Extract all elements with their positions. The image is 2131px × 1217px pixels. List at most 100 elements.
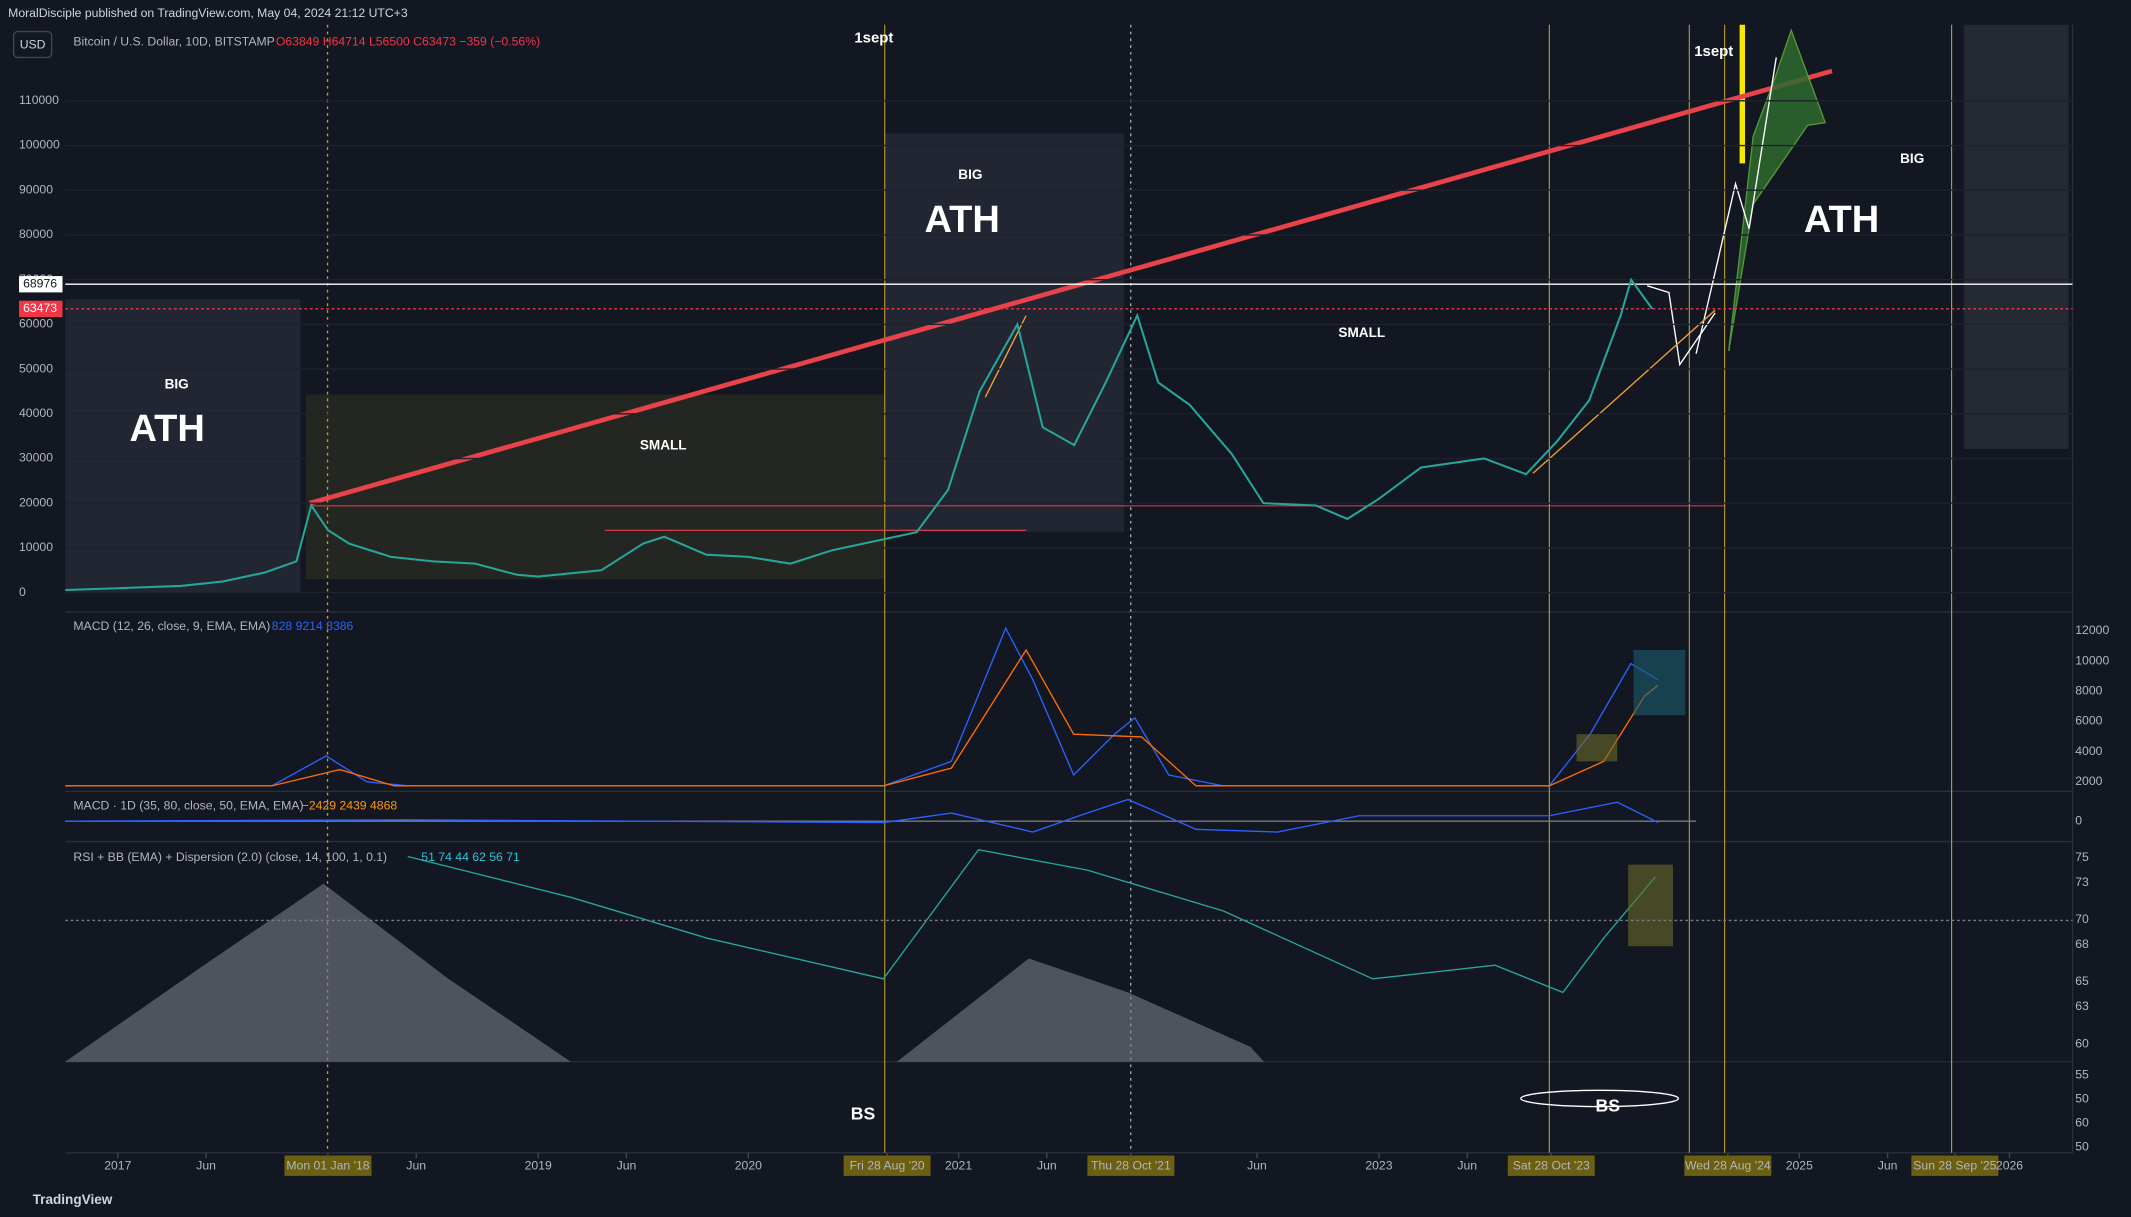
currency[interactable]: USD — [20, 37, 46, 51]
y-tick-label: 0 — [19, 585, 26, 599]
y-tick-label: 10000 — [2075, 653, 2109, 667]
y-tick-label: 50 — [2075, 1140, 2089, 1154]
price-tag-label: 68976 — [23, 276, 57, 290]
y-tick-label: 63 — [2075, 999, 2089, 1013]
zone — [884, 133, 1124, 532]
x-tick-highlight — [1087, 1155, 1175, 1176]
y-tick-label: 12000 — [2075, 623, 2109, 637]
circle — [1520, 1089, 1680, 1108]
footer: TradingView — [33, 1192, 113, 1207]
y-tick-label: 68 — [2075, 937, 2089, 951]
y-tick-label: 20000 — [19, 495, 53, 509]
y-tick-label: 55 — [2075, 1068, 2089, 1082]
y-tick-label: 100000 — [19, 138, 60, 152]
annotation: 1sept — [854, 29, 893, 46]
ohlc: O63849 H64714 L56500 C63473 −359 (−0.56%… — [276, 35, 540, 49]
x-tick-highlight — [843, 1155, 931, 1176]
publisher: MoralDisciple published on TradingView.c… — [8, 6, 408, 20]
y-tick-label: 110000 — [19, 93, 59, 107]
x-tick-label: Sun 28 Sep '25 — [1913, 1159, 1996, 1173]
y-tick-label: 75 — [2075, 850, 2089, 864]
x-tick-label: 2017 — [104, 1159, 131, 1173]
annotation: ATH — [925, 199, 1000, 241]
y-tick-label: 8000 — [2075, 684, 2102, 698]
signal-line — [65, 648, 1659, 787]
x-tick-highlight — [284, 1155, 372, 1176]
annotation: 1sept — [1694, 43, 1733, 60]
annotation: BIG — [165, 377, 189, 392]
y-tick-label: 60000 — [19, 317, 53, 331]
y-tick-label: 4000 — [2075, 744, 2102, 758]
y-tick-label: 80000 — [19, 227, 53, 241]
chart-marks: 0100002000030000400005000060000700008000… — [19, 93, 2109, 1176]
indicator-values: 828 9214 8386 — [272, 619, 354, 633]
x-tick-label: 2025 — [1786, 1159, 1813, 1173]
x-tick-label: Sat 28 Oct '23 — [1513, 1159, 1590, 1173]
x-tick-label: 2020 — [735, 1159, 762, 1173]
vertical-lines — [884, 24, 1953, 1153]
x-tick-label: Jun — [1247, 1159, 1267, 1173]
annotation: ATH — [129, 408, 204, 450]
zone — [1963, 24, 2069, 449]
y-tick-label: 65 — [2075, 974, 2089, 988]
y-tick-label: 70 — [2075, 912, 2089, 926]
y-tick-label: 10000 — [19, 540, 53, 554]
y-tick-label: 6000 — [2075, 714, 2102, 728]
y-tick-label: 73 — [2075, 875, 2089, 889]
highlight — [1633, 649, 1686, 716]
indicator-label: RSI + BB (EMA) + Dispersion (2.0) (close… — [73, 850, 387, 864]
y-tick-label: 60 — [2075, 1116, 2089, 1130]
annotation: BIG — [958, 167, 982, 182]
x-tick-label: 2021 — [945, 1159, 972, 1173]
bb-band — [896, 958, 1264, 1062]
macd2-line — [65, 798, 1659, 833]
symbol: Bitcoin / U.S. Dollar, 10D, BITSTAMP — [73, 35, 274, 49]
x-tick-highlight — [1507, 1155, 1595, 1176]
y-tick-label: 90000 — [19, 182, 53, 196]
annotation: BS — [851, 1103, 876, 1123]
x-tick-label: Jun — [1457, 1159, 1477, 1173]
y-tick-label: 60 — [2075, 1036, 2089, 1050]
x-tick-label: Jun — [617, 1159, 637, 1173]
y-tick-label: 40000 — [19, 406, 53, 420]
projection — [1695, 57, 1777, 354]
x-tick-label: Thu 28 Oct '21 — [1091, 1159, 1171, 1173]
indicator-label: MACD (12, 26, close, 9, EMA, EMA) — [73, 619, 270, 633]
x-tick-label: 2026 — [1996, 1159, 2023, 1173]
x-tick-label: 2023 — [1365, 1159, 1392, 1173]
trend-line — [309, 68, 1833, 506]
y-tick-label: 50000 — [19, 361, 53, 375]
trend-line — [1532, 309, 1716, 474]
price-tag — [19, 276, 63, 293]
y-tick-label: 50 — [2075, 1092, 2089, 1106]
indicator-values: −2429 2439 4868 — [302, 798, 398, 812]
indicator-values: 51 74 44 62 56 71 — [421, 850, 520, 864]
price-tag — [19, 300, 63, 318]
x-tick-label: Mon 01 Jan '18 — [286, 1159, 369, 1173]
price-tag-label: 63473 — [23, 301, 57, 315]
macd-line — [65, 626, 1659, 787]
zone — [65, 299, 301, 593]
price-line — [65, 277, 1654, 592]
x-tick-label: Wed 28 Aug '24 — [1685, 1159, 1771, 1173]
currency-box[interactable] — [12, 30, 53, 59]
arrow — [1728, 28, 1827, 352]
annotation: BS — [1595, 1095, 1620, 1115]
x-tick-highlight — [1684, 1155, 1772, 1176]
x-tick-label: Jun — [1878, 1159, 1898, 1173]
annotation: BIG — [1900, 151, 1924, 166]
projection — [1646, 285, 1716, 367]
highlight — [1576, 734, 1618, 762]
bb-band — [65, 883, 571, 1062]
annotation: ATH — [1804, 199, 1879, 241]
x-tick-highlight — [1911, 1155, 1999, 1176]
rsi-ma — [407, 848, 1656, 994]
x-tick-label: 2019 — [525, 1159, 552, 1173]
indicator-label: MACD · 1D (35, 80, close, 50, EMA, EMA) — [73, 798, 303, 812]
x-tick-label: Jun — [406, 1159, 426, 1173]
x-tick-label: Jun — [196, 1159, 216, 1173]
y-tick-label: 2000 — [2075, 774, 2102, 788]
y-tick-label: 0 — [2075, 813, 2082, 827]
x-tick-label: Fri 28 Aug '20 — [850, 1159, 925, 1173]
